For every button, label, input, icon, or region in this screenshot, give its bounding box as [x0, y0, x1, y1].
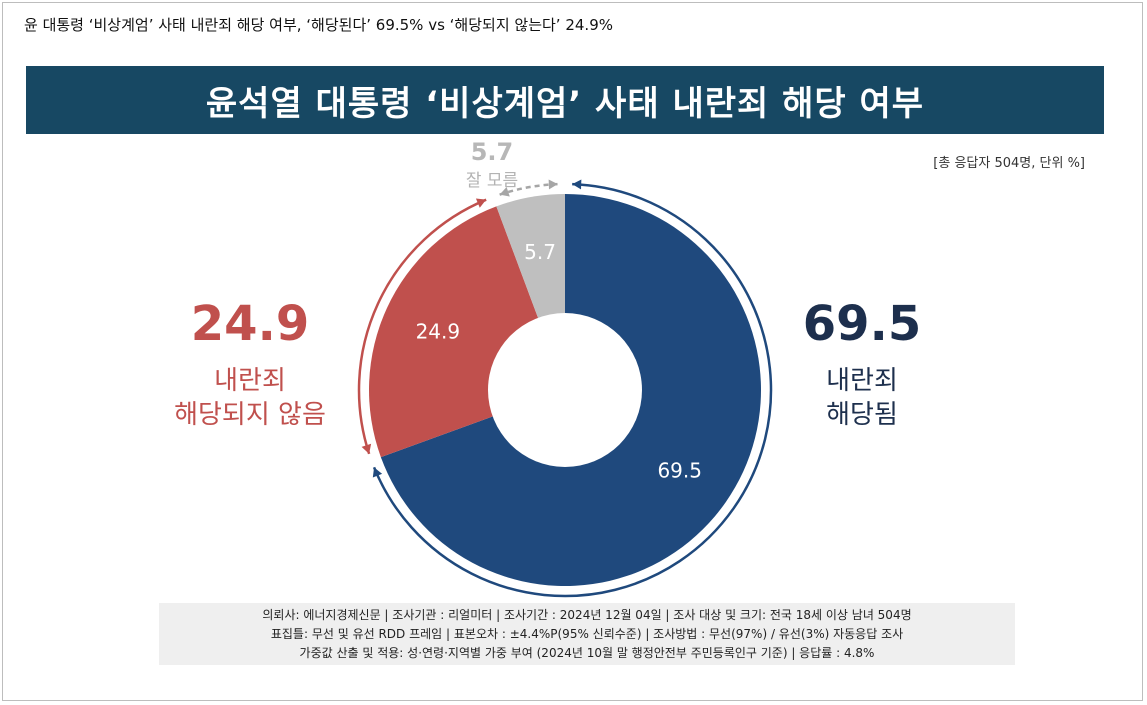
- survey-methodology-note: 의뢰사: 에너지경제신문 | 조사기관 : 리얼미터 | 조사기간 : 2024…: [159, 603, 1015, 665]
- dk-percent-callout: 5.7: [470, 138, 514, 166]
- donut-hole: [488, 313, 642, 467]
- no-label-line2: 해당되지 않음: [174, 400, 326, 430]
- slice-data-label-2: 24.9: [416, 319, 461, 343]
- chart-title: 윤석열 대통령 ‘비상계엄’ 사태 내란죄 해당 여부: [205, 83, 925, 124]
- methodology-line-2: 표집틀: 무선 및 유선 RDD 프레임 | 표본오차 : ±4.4%P(95%…: [270, 626, 904, 641]
- no-percent-callout: 24.9: [190, 296, 310, 352]
- chart-title-banner: 윤석열 대통령 ‘비상계엄’ 사태 내란죄 해당 여부: [26, 66, 1104, 134]
- no-label-line1: 내란죄: [214, 366, 286, 396]
- methodology-line-1: 의뢰사: 에너지경제신문 | 조사기관 : 리얼미터 | 조사기간 : 2024…: [262, 607, 912, 622]
- bracket-arc-yes-arrow-end: [372, 467, 383, 478]
- slice-data-label-1: 69.5: [657, 458, 702, 482]
- yes-label-line1: 내란죄: [826, 366, 898, 396]
- article-headline: 윤 대통령 ‘비상계엄’ 사태 내란죄 해당 여부, ‘해당된다’ 69.5% …: [24, 16, 613, 34]
- bracket-arc-yes-arrow-start: [572, 179, 582, 190]
- yes-label-line2: 해당됨: [826, 400, 898, 430]
- bracket-arc-dk-arrow-start: [499, 187, 510, 197]
- bracket-arc-yes: [372, 182, 773, 598]
- bracket-arc-no: [357, 198, 487, 455]
- yes-label: 내란죄 해당됨: [762, 364, 962, 432]
- bracket-arc-no-arrow-end: [475, 198, 487, 208]
- slice-data-label-3: 5.7: [524, 240, 556, 264]
- no-label: 내란죄 해당되지 않음: [140, 364, 360, 432]
- methodology-line-3: 가중값 산출 및 적용: 성·연령·지역별 가중 부여 (2024년 10월 말…: [299, 645, 875, 660]
- dk-label: 잘 모름: [465, 171, 519, 191]
- slice-data-labels: 69.5 24.9 5.7: [416, 240, 702, 482]
- unit-note: [총 응답자 504명, 단위 %]: [933, 156, 1085, 171]
- bracket-arcs: [357, 179, 773, 598]
- bracket-arc-no-arrow-start: [361, 443, 372, 454]
- bracket-arc-dk-arrow-end: [548, 179, 558, 190]
- yes-percent-callout: 69.5: [802, 296, 922, 352]
